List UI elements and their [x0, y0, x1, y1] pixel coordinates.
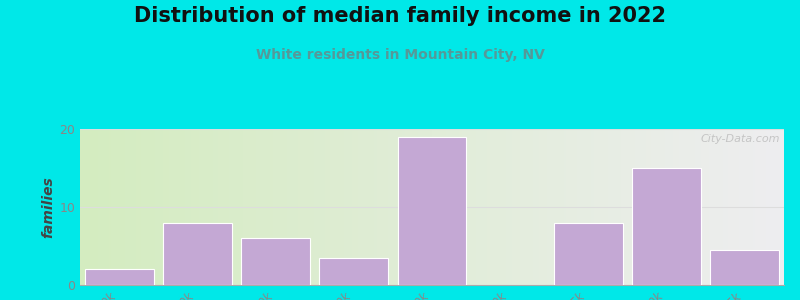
- Bar: [632, 168, 701, 285]
- Text: Distribution of median family income in 2022: Distribution of median family income in …: [134, 6, 666, 26]
- Bar: [241, 238, 310, 285]
- Text: White residents in Mountain City, NV: White residents in Mountain City, NV: [255, 48, 545, 62]
- Bar: [85, 269, 154, 285]
- Y-axis label: families: families: [41, 176, 55, 238]
- Bar: [710, 250, 779, 285]
- Bar: [554, 223, 623, 285]
- Bar: [398, 137, 466, 285]
- Bar: [163, 223, 232, 285]
- Bar: [319, 258, 388, 285]
- Text: City-Data.com: City-Data.com: [701, 134, 781, 144]
